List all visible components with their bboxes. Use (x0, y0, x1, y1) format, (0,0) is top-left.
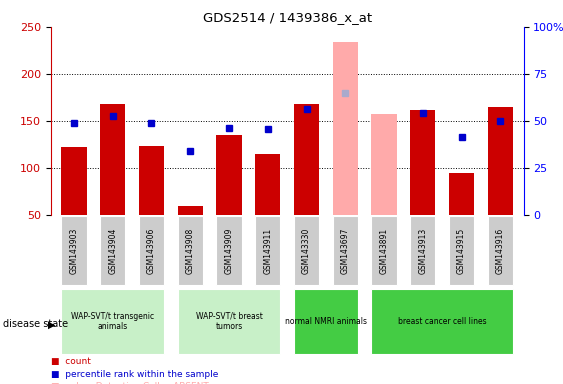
Text: GSM143913: GSM143913 (418, 227, 427, 274)
Bar (100, 217, 126, 285)
Bar (61, 217, 87, 285)
Bar (255, 217, 280, 285)
Bar (177, 217, 203, 285)
Bar (372, 289, 513, 354)
Text: GSM143904: GSM143904 (108, 227, 117, 274)
Bar (333, 42, 358, 215)
Text: GSM143908: GSM143908 (186, 227, 195, 274)
Text: WAP-SVT/t breast
tumors: WAP-SVT/t breast tumors (195, 312, 262, 331)
Text: GSM143909: GSM143909 (225, 227, 234, 274)
Bar (139, 217, 164, 285)
Bar (372, 114, 397, 215)
Text: GSM143891: GSM143891 (379, 227, 388, 274)
Bar (333, 217, 358, 285)
Text: normal NMRI animals: normal NMRI animals (285, 317, 367, 326)
Bar (488, 217, 513, 285)
Text: GSM143903: GSM143903 (69, 227, 78, 274)
Bar (177, 289, 280, 354)
Bar (410, 217, 435, 285)
Bar (100, 104, 126, 215)
Text: ■  percentile rank within the sample: ■ percentile rank within the sample (51, 369, 218, 379)
Text: WAP-SVT/t transgenic
animals: WAP-SVT/t transgenic animals (71, 312, 154, 331)
Bar (255, 154, 280, 215)
Bar (61, 147, 87, 215)
Text: disease state: disease state (3, 319, 68, 329)
Text: breast cancer cell lines: breast cancer cell lines (398, 317, 486, 326)
Bar (449, 217, 474, 285)
Bar (216, 135, 242, 215)
Bar (177, 206, 203, 215)
Bar (61, 289, 164, 354)
Text: GSM143697: GSM143697 (341, 227, 350, 274)
Bar (294, 217, 319, 285)
Text: GSM143330: GSM143330 (302, 227, 311, 274)
Bar (410, 110, 435, 215)
Text: GSM143911: GSM143911 (263, 227, 272, 274)
Text: ■  count: ■ count (51, 357, 91, 366)
Bar (294, 289, 358, 354)
Bar (216, 217, 242, 285)
Bar (488, 107, 513, 215)
Bar (449, 173, 474, 215)
Text: GSM143916: GSM143916 (496, 227, 505, 274)
Text: GSM143906: GSM143906 (147, 227, 156, 274)
Text: GSM143915: GSM143915 (457, 227, 466, 274)
Text: ■  value, Detection Call = ABSENT: ■ value, Detection Call = ABSENT (51, 382, 208, 384)
Bar (372, 217, 397, 285)
Text: ▶: ▶ (48, 319, 55, 329)
Bar (139, 146, 164, 215)
Bar (294, 104, 319, 215)
Title: GDS2514 / 1439386_x_at: GDS2514 / 1439386_x_at (203, 11, 372, 24)
